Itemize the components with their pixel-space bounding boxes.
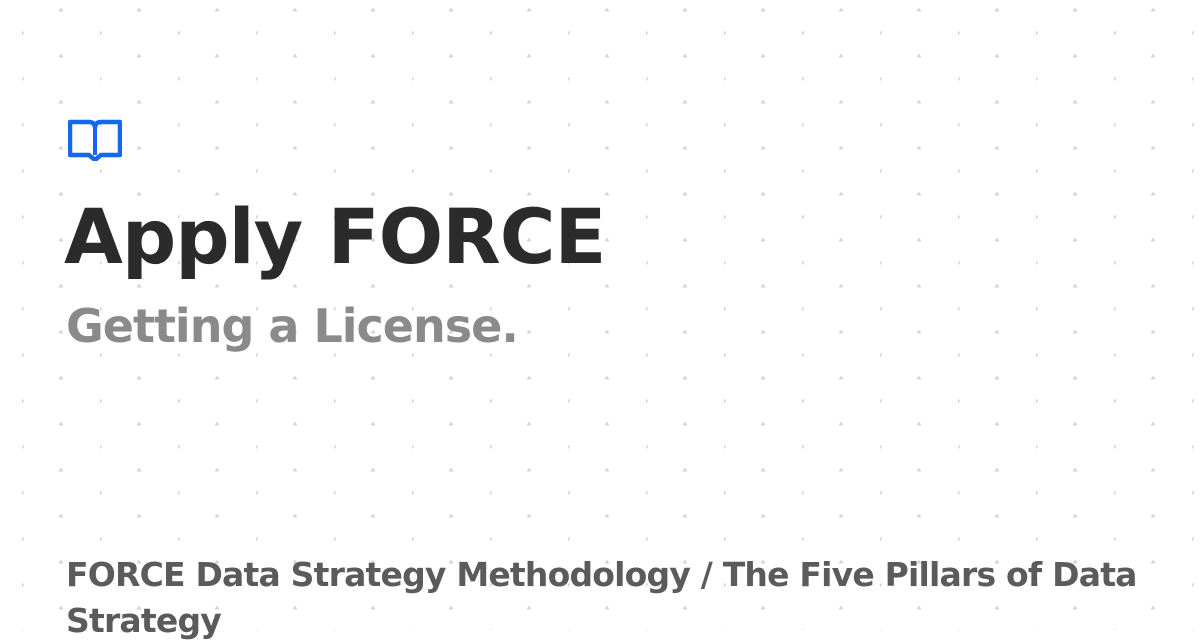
breadcrumb: FORCE Data Strategy Methodology / The Fi… (66, 555, 1137, 640)
page-subtitle: Getting a License. (66, 299, 519, 353)
page-title: Apply FORCE (64, 192, 606, 281)
open-book-icon (68, 119, 122, 161)
